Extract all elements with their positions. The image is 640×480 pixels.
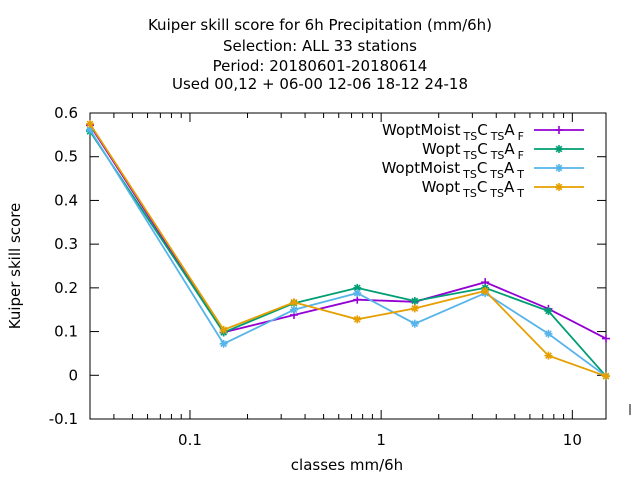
legend-label: WoptMoist TSC TSA F [382,121,524,143]
plot-frame [89,112,607,420]
series-3 [86,125,610,381]
marker-stroke [555,164,563,172]
marker-stroke [220,340,227,348]
marker-stroke [353,289,361,297]
marker-stroke [481,287,489,295]
y-tick-label: -0.1 [49,410,78,428]
data-point [544,329,553,338]
series-2 [86,127,610,381]
legend-label: Wopt TSC TSA F [422,140,524,162]
data-point [410,304,419,313]
series-line [89,129,607,377]
y-tick-label: 0.4 [54,191,78,209]
marker-stroke [220,326,227,334]
marker-stroke [555,183,563,191]
marker-stroke [545,307,552,315]
y-tick-label: 0 [68,366,78,384]
data-point [555,164,563,172]
data-point [555,126,563,134]
title-line-3: Period: 20180601-20180614 [212,57,428,75]
data-point [481,286,490,295]
y-tick-label: 0.6 [54,104,78,122]
y-tick-label: 0.1 [54,323,78,341]
marker-stroke [411,305,419,312]
series-4 [86,119,610,381]
data-point [219,339,228,348]
title-line-1: Kuiper skill score for 6h Precipitation … [147,16,493,34]
data-point [289,305,298,314]
title-line-4: Used 00,12 + 06-00 12-06 18-12 24-18 [171,75,468,93]
x-axis-label: classes mm/6h [291,456,403,474]
series-group [86,119,610,381]
data-point [555,183,563,191]
data-point [410,296,419,305]
marker-stroke [353,315,361,323]
marker-stroke [86,120,94,128]
data-point [353,315,362,324]
data-point [219,325,228,334]
data-point [410,319,419,328]
y-axis-label: Kuiper skill score [6,203,24,330]
marker-stroke [411,297,419,305]
marker-stroke [555,145,563,153]
marker-stroke [602,372,610,380]
x-tick-label: 1 [376,431,386,449]
series-line [89,124,607,340]
series-line [89,123,607,378]
marker-stroke [353,284,361,292]
data-point [353,289,362,298]
data-point [555,145,563,153]
marker-stroke [545,352,552,359]
marker-stroke [411,320,419,328]
data-point [289,298,298,307]
legend-label: Wopt TSC TSA T [422,178,525,200]
marker-stroke [290,306,298,314]
axes: -0.1 0 0.1 0.2 0.3 0.4 0.5 0.6 0.1 1 10 [49,104,606,449]
y-tick-label: 0.5 [54,148,78,166]
data-point [544,307,553,316]
data-point [544,351,553,360]
series-line [89,130,607,377]
legend-label: WoptMoist TSC TSA T [382,159,525,181]
data-point [602,372,610,381]
y-tick-label: 0.3 [54,235,78,253]
marker-stroke [545,330,552,338]
y-tick-label: 0.2 [54,279,78,297]
x-tick-label: 0.1 [178,431,202,449]
series-1 [86,121,610,343]
data-point [602,334,610,343]
data-point [86,119,94,128]
marker-stroke [290,298,298,306]
title-line-2: Selection: ALL 33 stations [223,37,417,55]
x-tick-label: 10 [563,431,582,449]
